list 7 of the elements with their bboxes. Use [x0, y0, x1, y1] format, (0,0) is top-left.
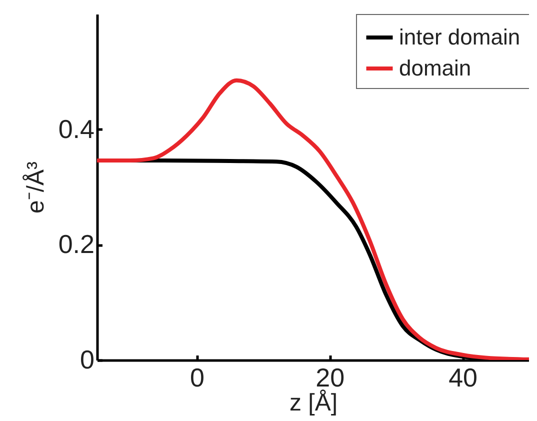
y-tick-label: 0.4 [58, 114, 94, 144]
legend-label: domain [399, 56, 472, 80]
x-tick-label: 0 [190, 362, 204, 392]
y-tick-label: 0.2 [58, 229, 94, 260]
x-tick-label: 40 [448, 362, 478, 392]
y-axis-title: e⁻/Å³ [22, 161, 50, 214]
legend-label: inter domain [399, 24, 520, 50]
